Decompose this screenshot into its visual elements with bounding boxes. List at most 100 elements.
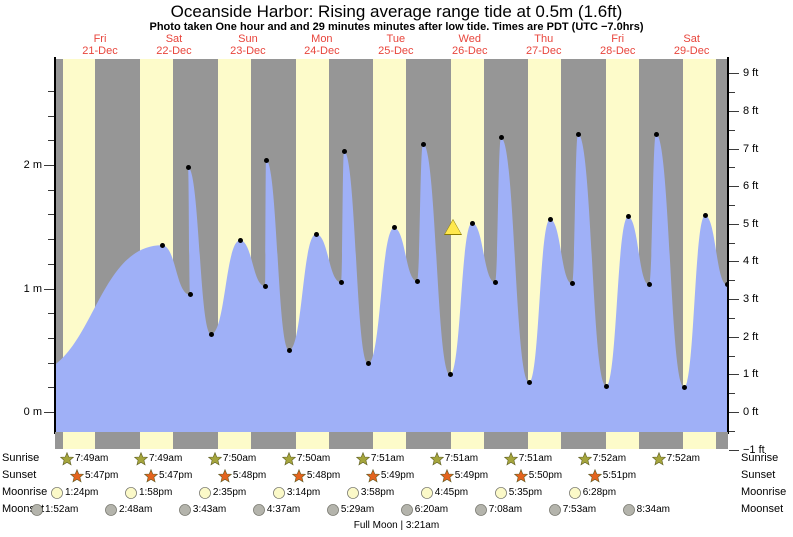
astro-night-band — [484, 432, 528, 449]
astro-time: 5:47pm — [85, 470, 119, 481]
day-header-0: Fri 21-Dec — [63, 33, 137, 57]
day-date: 26-Dec — [452, 45, 488, 57]
astro-row-label-sunrise: Sunrise — [741, 452, 779, 464]
moonrise-moon-icon — [198, 486, 212, 500]
left-axis-minor-tick — [48, 338, 54, 339]
tide-point-high — [185, 164, 191, 170]
right-axis-minor-tick — [729, 243, 735, 244]
astro-sunset-item: 5:51pm — [587, 468, 637, 483]
right-axis-minor-tick — [729, 431, 735, 432]
astro-row-label-sunset: Sunset — [2, 469, 37, 481]
astro-time: 2:48am — [118, 504, 153, 515]
sunrise-star-icon — [651, 451, 666, 466]
tide-curve — [55, 134, 728, 432]
moonset-moon-icon — [30, 503, 44, 517]
moonset-moon-icon — [474, 503, 488, 517]
astro-moonset-item: 1:52am — [30, 503, 78, 517]
day-of-week: Wed — [458, 33, 481, 45]
right-axis-tick — [729, 299, 739, 300]
astro-sunrise-item: 7:49am — [133, 451, 182, 466]
astro-moonset-item: 2:48am — [104, 503, 152, 517]
astro-time: 8:34am — [636, 504, 670, 515]
astro-time: 6:20am — [414, 504, 449, 515]
sunset-star-icon — [217, 468, 233, 483]
astro-sunrise-item: 7:49am — [59, 451, 108, 466]
astro-time: 4:37am — [266, 504, 301, 515]
photo-taken-marker-icon — [445, 219, 461, 234]
right-axis-label: 2 ft — [743, 331, 759, 343]
tide-point-high — [263, 157, 269, 163]
astro-moonset-item: 7:53am — [548, 503, 596, 517]
astro-moonrise-item: 4:45pm — [420, 486, 468, 500]
day-header-6: Thu 27-Dec — [507, 33, 581, 57]
left-axis-minor-tick — [48, 140, 54, 141]
astro-night-band — [95, 432, 140, 449]
day-date: 25-Dec — [378, 45, 414, 57]
astro-sunset-item: 5:50pm — [513, 468, 562, 483]
right-axis-tick — [729, 261, 739, 262]
astro-row-label-moonrise: Moonrise — [741, 486, 787, 498]
astro-daylight-band — [451, 432, 484, 449]
moonrise-moon-icon — [272, 486, 286, 500]
astro-time: 3:58pm — [360, 487, 395, 498]
astro-sunset-item: 5:48pm — [217, 468, 266, 483]
astro-sunrise-item: 7:50am — [207, 451, 256, 466]
moonset-moon-icon — [548, 503, 562, 517]
sunrise-star-icon — [429, 451, 444, 466]
astro-time: 7:50am — [296, 453, 331, 464]
right-axis-tick — [729, 73, 739, 74]
right-axis-tick — [729, 412, 739, 413]
left-axis-line — [54, 57, 56, 434]
tide-point-low — [569, 281, 575, 287]
astro-night-band — [329, 432, 373, 449]
day-date: 28-Dec — [599, 45, 636, 57]
tide-point-high — [575, 131, 581, 137]
left-axis-minor-tick — [48, 363, 54, 364]
right-axis-label: 4 ft — [743, 255, 759, 267]
astro-time: 3:43am — [192, 504, 227, 515]
sunset-star-icon — [69, 468, 85, 483]
astro-time: 7:52am — [592, 453, 627, 464]
astro-sunrise-item: 7:51am — [355, 451, 404, 466]
moon-phase-label: Full Moon | 3:21am — [353, 520, 440, 531]
left-axis-label: 2 m — [23, 159, 42, 171]
moonset-moon-icon — [252, 503, 266, 517]
astro-night-band — [716, 432, 728, 449]
astro-daylight-band — [296, 432, 329, 449]
astro-moonset-item: 5:29am — [326, 503, 374, 517]
astro-time: 5:51pm — [602, 470, 637, 481]
tide-point-low — [338, 279, 344, 285]
right-axis-tick — [729, 111, 739, 112]
astro-time: 7:53am — [562, 504, 597, 515]
astro-moonrise-item: 3:58pm — [346, 486, 394, 500]
day-of-week: Thu — [534, 33, 554, 45]
tide-point-low — [724, 282, 728, 288]
moonset-moon-icon — [400, 503, 414, 517]
astro-moonset-item: 6:20am — [400, 503, 448, 517]
moonrise-moon-icon — [420, 486, 434, 500]
sunrise-star-icon — [281, 451, 297, 466]
left-axis-minor-tick — [48, 214, 54, 215]
moonrise-moon-icon — [494, 486, 508, 500]
right-axis-label: 7 ft — [743, 143, 759, 155]
page-subtitle: Photo taken One hour and and 29 minutes … — [149, 21, 644, 33]
tide-point-low — [447, 372, 453, 378]
astro-time: 5:35pm — [508, 487, 543, 498]
right-axis-minor-tick — [729, 393, 735, 394]
tide-point-low — [414, 278, 420, 284]
day-header-5: Wed 26-Dec — [433, 33, 507, 57]
right-axis-tick — [729, 337, 739, 338]
astro-moonset-item: 3:43am — [178, 503, 226, 517]
moonset-moon-icon — [178, 503, 192, 517]
right-axis-label: 6 ft — [743, 180, 759, 192]
tide-point-high — [237, 237, 243, 243]
day-header-7: Fri 28-Dec — [581, 33, 655, 57]
astro-time: 1:24pm — [65, 487, 99, 498]
moonrise-moon-icon — [568, 486, 582, 500]
astro-night-band — [639, 432, 683, 449]
right-axis-tick — [729, 224, 739, 225]
astro-sunrise-item: 7:51am — [503, 451, 552, 466]
astro-night-band — [173, 432, 218, 449]
right-axis-label: 8 ft — [743, 105, 759, 117]
tide-plot — [55, 59, 728, 432]
